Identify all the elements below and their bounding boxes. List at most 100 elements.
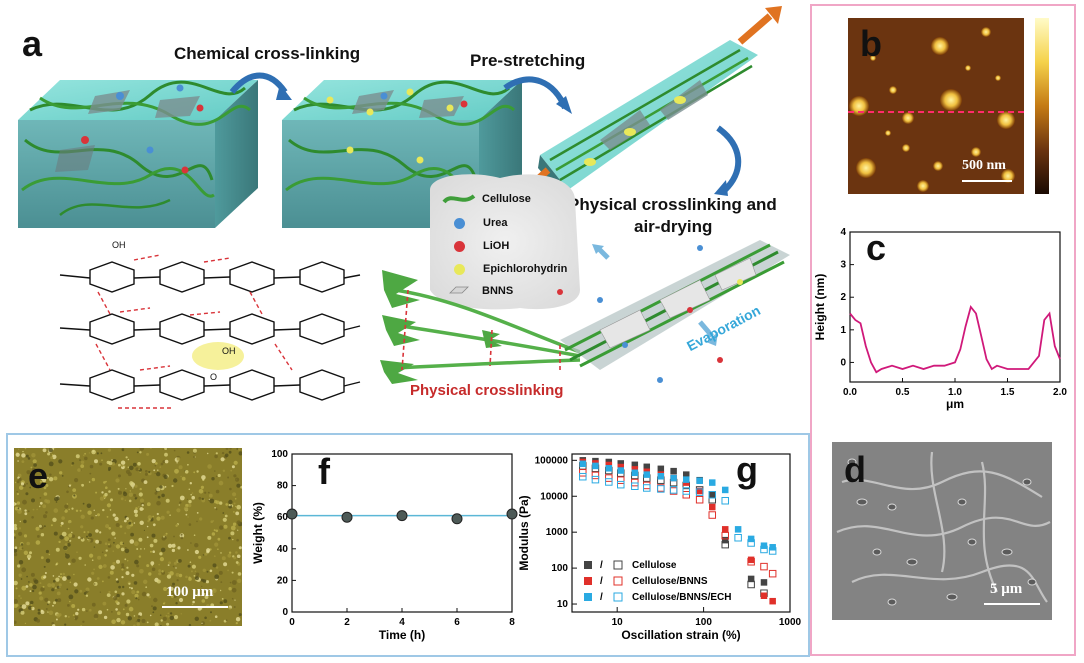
panel-d-letter: d xyxy=(844,449,866,490)
legend-item-urea: Urea xyxy=(454,214,507,232)
storage-modulus-point xyxy=(760,542,768,549)
x-tick-label-f: 8 xyxy=(509,617,515,628)
loss-modulus-point xyxy=(695,488,704,496)
y-axis-label-f: Weight (%) xyxy=(251,502,265,564)
scalebar-e-label: 100 μm xyxy=(166,584,214,600)
loss-modulus-point xyxy=(579,472,587,481)
loss-modulus-point xyxy=(605,474,613,482)
y-tick-label-c: 4 xyxy=(840,227,846,238)
y-tick-label-g: 100000 xyxy=(535,455,569,466)
storage-modulus-point xyxy=(769,597,776,605)
afm-height-map xyxy=(848,18,1024,194)
loss-modulus-point xyxy=(682,491,691,499)
panel-c-letter: c xyxy=(866,227,887,268)
x-tick-label-c: 1.0 xyxy=(948,387,962,398)
panel-d-sem-image xyxy=(832,442,1052,620)
panel-a-letter: a xyxy=(22,23,43,64)
storage-modulus-point xyxy=(617,460,625,467)
panel-e-letter: e xyxy=(28,455,49,496)
loss-modulus-point xyxy=(734,533,742,542)
legend-label-bnns: BNNS xyxy=(482,285,514,297)
storage-modulus-point xyxy=(721,526,729,533)
molecule-oh-label-2: OH xyxy=(222,346,236,356)
plot-frame-g xyxy=(571,453,791,613)
storage-modulus-point xyxy=(631,466,639,473)
loss-modulus-point xyxy=(721,531,729,540)
panel-a-schematic xyxy=(18,6,790,409)
lioh-dot-icon xyxy=(454,240,465,252)
loss-modulus-point xyxy=(617,476,625,484)
dried-film-bundle xyxy=(557,240,790,383)
x-tick-label-f: 0 xyxy=(289,617,295,628)
y-axis-label-g: Modulus (Pa) xyxy=(517,495,531,570)
storage-modulus-point xyxy=(747,556,755,564)
legend-label-0: Cellulose xyxy=(632,560,677,571)
storage-modulus-point xyxy=(657,473,665,480)
loss-modulus-point xyxy=(591,475,600,484)
y-tick-label-c: 3 xyxy=(840,260,846,271)
storage-modulus-point xyxy=(605,465,613,472)
loss-modulus-point xyxy=(768,547,777,555)
x-tick-label-g: 10 xyxy=(612,617,624,628)
loss-modulus-point xyxy=(657,485,665,493)
y-tick-label-c: 1 xyxy=(840,325,846,336)
legend-open-marker xyxy=(613,576,623,586)
hydrogel-block-2 xyxy=(282,80,522,228)
storage-modulus-point xyxy=(683,471,690,478)
legend-item-lioh: LiOH xyxy=(454,237,509,255)
storage-modulus-point xyxy=(579,460,587,468)
storage-modulus-point xyxy=(747,535,755,543)
panel-b-afm-image xyxy=(848,18,1024,194)
loss-modulus-point xyxy=(760,562,768,571)
x-tick-label-f: 2 xyxy=(344,617,350,628)
x-tick-label-f: 6 xyxy=(454,617,460,628)
x-tick-label-c: 2.0 xyxy=(1053,387,1067,398)
loss-modulus-point xyxy=(760,545,768,554)
loss-modulus-point xyxy=(721,540,729,549)
legend-filled-marker xyxy=(584,561,592,569)
chemical-crosslinking-label: Chemical cross-linking xyxy=(174,44,361,63)
storage-modulus-point xyxy=(631,461,639,469)
physical-crosslinking-airdrying-line1: Physical crosslinking and xyxy=(568,195,777,214)
loss-modulus-point xyxy=(747,558,755,566)
stretched-hydrogel xyxy=(538,40,758,200)
storage-modulus-point xyxy=(683,476,690,483)
legend-separator: / xyxy=(600,592,603,603)
loss-modulus-point xyxy=(617,480,625,489)
storage-modulus-point xyxy=(657,465,665,473)
legend-separator: / xyxy=(600,560,603,571)
molecule-o-label: O xyxy=(210,372,218,382)
height-profile-line xyxy=(849,305,1061,374)
panel-b-letter: b xyxy=(860,23,882,64)
hydrogel-block-1 xyxy=(18,80,258,228)
legend-item-epichlorohydrin: Epichlorohydrin xyxy=(454,260,567,278)
storage-modulus-point xyxy=(734,526,742,533)
storage-modulus-point xyxy=(696,487,703,495)
legend-open-marker xyxy=(613,560,623,570)
bnns-sheet-icon xyxy=(449,286,469,294)
x-tick-label-c: 0.0 xyxy=(843,387,857,398)
loss-modulus-point xyxy=(682,487,691,495)
panel-g-chart: 10 100 1000 10 100 1000 10000 100000 Oscillation… xyxy=(517,453,802,642)
x-tick-label-c: 0.5 xyxy=(896,387,910,398)
storage-modulus-point xyxy=(592,462,599,470)
legend-label-1: Cellulose/BNNS xyxy=(632,576,708,587)
physical-crosslinking-airdrying-line2: air-drying xyxy=(634,217,713,236)
panel-f-letter: f xyxy=(318,451,330,492)
optical-texture xyxy=(14,448,242,626)
y-tick-label-f: 60 xyxy=(277,512,289,523)
legend-item-cellulose: Cellulose xyxy=(442,190,531,208)
legend-label-cellulose: Cellulose xyxy=(482,193,531,205)
loss-modulus-point xyxy=(643,484,651,492)
x-axis-label-c: μm xyxy=(946,397,964,411)
y-tick-label-f: 80 xyxy=(277,481,289,492)
storage-modulus-point xyxy=(696,477,703,485)
storage-modulus-point xyxy=(670,474,677,482)
y-tick-label-f: 20 xyxy=(277,575,289,586)
y-tick-label-g: 100 xyxy=(551,563,568,574)
panel-e-optical-image xyxy=(14,448,242,626)
storage-modulus-point xyxy=(605,461,613,469)
weight-point xyxy=(286,508,298,520)
storage-modulus-point xyxy=(631,469,639,477)
